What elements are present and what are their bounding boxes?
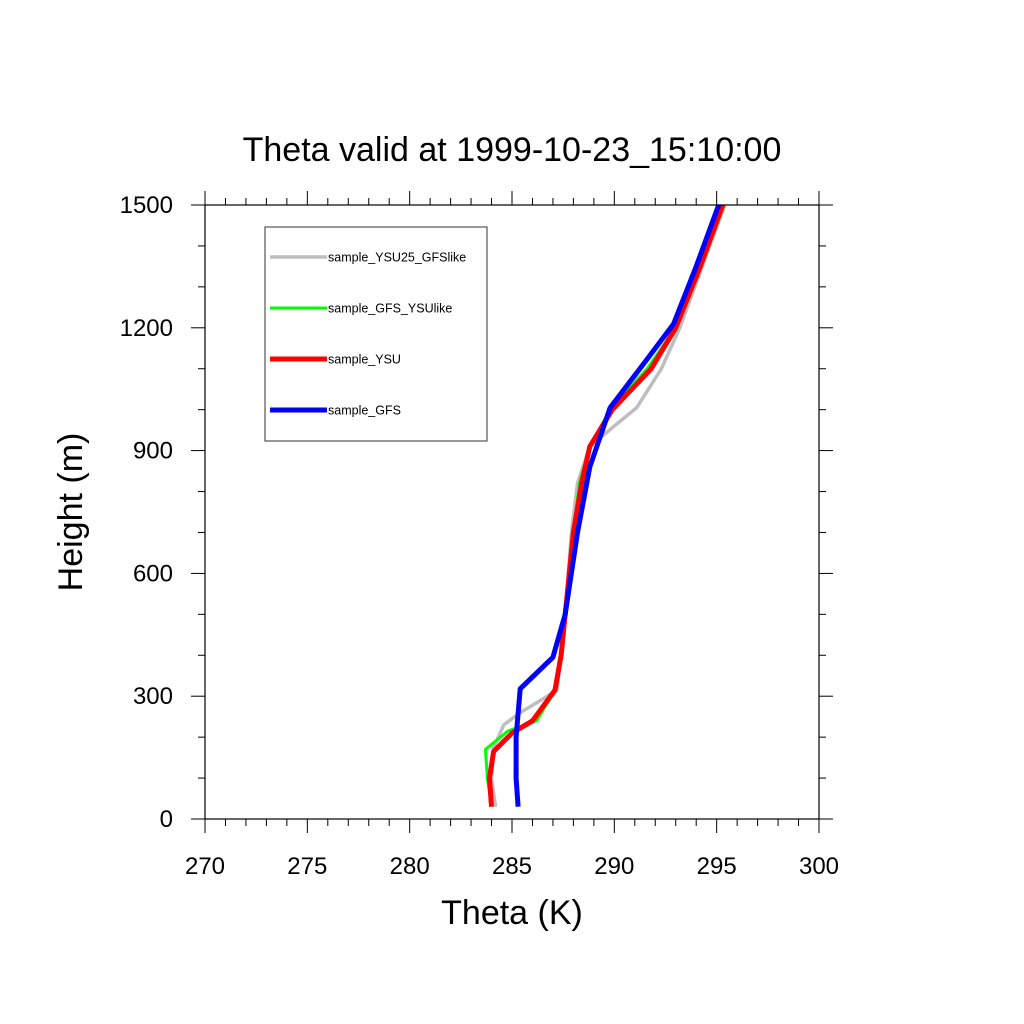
x-tick-label: 280 — [390, 853, 430, 880]
y-tick-label: 1500 — [120, 192, 173, 219]
legend-box — [264, 226, 488, 442]
y-tick-label: 300 — [133, 683, 173, 710]
x-tick-label: 290 — [594, 853, 634, 880]
y-axis-title: Height (m) — [52, 433, 90, 592]
x-axis-title: Theta (K) — [441, 894, 583, 932]
x-tick-label: 295 — [697, 853, 737, 880]
y-tick-label: 900 — [133, 438, 173, 465]
y-tick-label: 600 — [133, 560, 173, 587]
x-tick-label: 300 — [799, 853, 839, 880]
legend-label: sample_YSU25_GFSlike — [328, 251, 466, 265]
series-line-sample_GFS — [513, 204, 722, 807]
x-tick-label: 270 — [185, 853, 225, 880]
chart-title: Theta valid at 1999-10-23_15:10:00 — [243, 131, 782, 169]
x-tick-label: 285 — [492, 853, 532, 880]
x-tick-label: 275 — [287, 853, 327, 880]
y-tick-label: 0 — [160, 806, 173, 833]
legend-label: sample_GFS_YSUlike — [328, 302, 452, 316]
plot-frame — [204, 204, 820, 820]
series-line-sample_YSU — [487, 204, 726, 807]
legend: sample_YSU25_GFSlike sample_GFS_YSUlikesa… — [264, 226, 488, 442]
legend-label: sample_GFS — [328, 404, 401, 418]
y-tick-label: 1200 — [120, 315, 173, 342]
legend-label: sample_YSU — [328, 353, 401, 367]
